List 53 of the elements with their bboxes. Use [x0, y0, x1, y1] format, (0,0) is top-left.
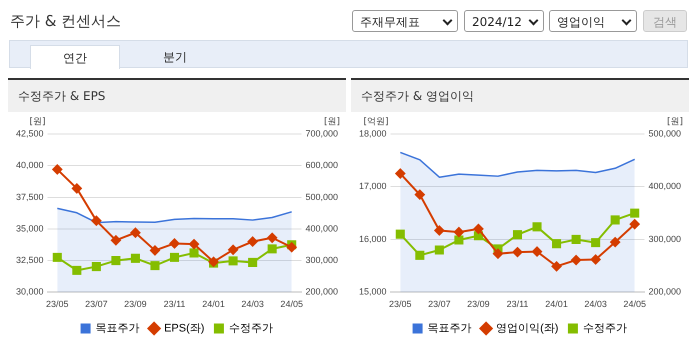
- y-tick-label: 30,000: [16, 286, 44, 297]
- x-tick-label: 23/05: [46, 299, 69, 310]
- x-tick-label: 23/09: [124, 299, 147, 310]
- chart-title: 수정주가 & EPS: [8, 80, 346, 112]
- y-tick-label: 15,000: [358, 286, 387, 297]
- y2-tick-label: 500,000: [305, 192, 338, 202]
- text: 연간: [30, 45, 120, 69]
- text: 주재무제표: [360, 15, 420, 29]
- legend-label: 영업이익(좌): [496, 322, 558, 335]
- x-tick-label: 23/05: [389, 299, 412, 310]
- y2-tick-label: 700,000: [305, 128, 338, 138]
- y-tick-label: 18,000: [358, 128, 387, 138]
- y2-tick-label: 300,000: [305, 255, 338, 266]
- x-tick-label: 23/07: [85, 299, 108, 310]
- x-tick-label: 24/01: [202, 299, 225, 310]
- y-tick-label: 40,000: [16, 160, 44, 170]
- text: 주가 & 컨센서스: [10, 12, 122, 31]
- y2-tick-label: 200,000: [648, 286, 682, 297]
- x-tick-label: 23/07: [428, 299, 451, 310]
- y-tick-label: 32,500: [16, 255, 44, 266]
- y2-tick-label: 300,000: [648, 234, 682, 244]
- text: 2024/12: [472, 15, 522, 29]
- text: 분기: [162, 49, 188, 66]
- legend-label: 수정주가: [228, 322, 273, 335]
- y2-tick-label: 400,000: [305, 223, 338, 234]
- legend-label: EPS(좌): [164, 322, 204, 335]
- x-tick-label: 24/05: [280, 299, 303, 310]
- y-tick-label: 37,500: [16, 192, 44, 202]
- x-tick-label: 23/09: [467, 299, 490, 310]
- chart-title: 수정주가 & 영업이익: [351, 80, 689, 112]
- x-tick-label: 23/11: [164, 299, 186, 310]
- x-tick-label: 24/01: [545, 299, 568, 310]
- y-tick-label: 42,500: [16, 128, 44, 138]
- text: 검색: [643, 10, 687, 32]
- legend-label: 수정주가: [582, 322, 627, 335]
- y-tick-label: 35,000: [16, 223, 44, 234]
- legend-label: 목표주가: [428, 322, 472, 335]
- y2-axis-title: [원]: [324, 116, 340, 127]
- y-axis-title: [원]: [29, 116, 46, 127]
- legend-label: 목표주가: [96, 322, 140, 335]
- x-tick-label: 23/11: [506, 299, 528, 310]
- x-tick-label: 24/03: [241, 299, 264, 310]
- x-tick-label: 24/03: [584, 299, 607, 310]
- y2-tick-label: 500,000: [648, 128, 682, 138]
- y-axis-title: [억원]: [363, 116, 389, 127]
- y2-axis-title: [원]: [666, 116, 683, 127]
- y2-tick-label: 400,000: [648, 181, 682, 192]
- y-tick-label: 16,000: [358, 234, 387, 244]
- y-tick-label: 17,000: [358, 181, 387, 192]
- y2-tick-label: 600,000: [305, 160, 338, 170]
- y2-tick-label: 200,000: [305, 286, 338, 297]
- text: 영업이익: [557, 15, 605, 29]
- x-tick-label: 24/05: [623, 299, 646, 310]
